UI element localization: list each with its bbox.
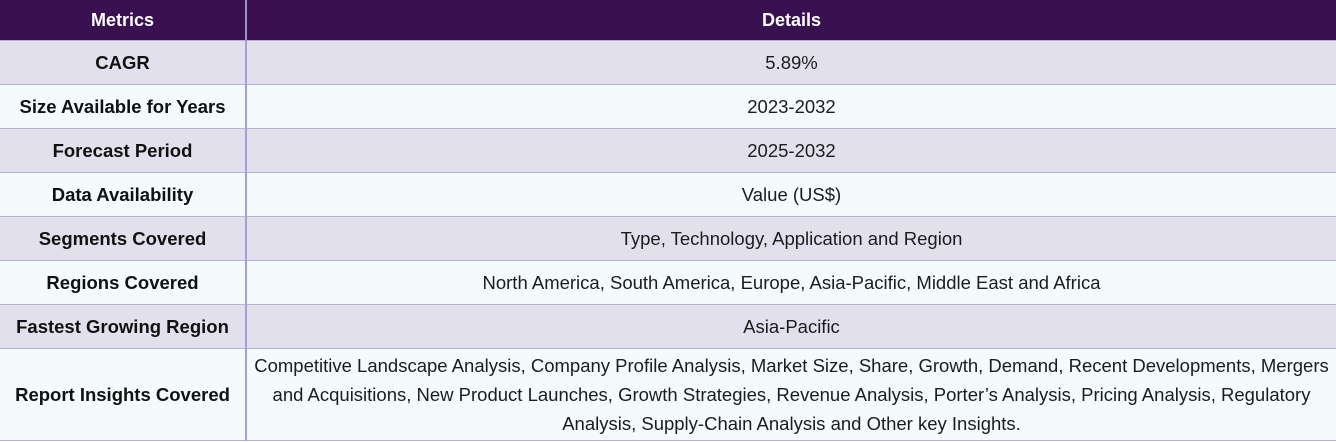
details-cell: Asia-Pacific bbox=[246, 304, 1336, 349]
table-header-row: Metrics Details bbox=[0, 0, 1336, 41]
details-cell: Type, Technology, Application and Region bbox=[246, 216, 1336, 261]
table-row: Data Availability Value (US$) bbox=[0, 172, 1336, 217]
metric-cell: Report Insights Covered bbox=[0, 348, 247, 441]
table-row: Report Insights Covered Competitive Land… bbox=[0, 348, 1336, 441]
metric-cell: CAGR bbox=[0, 40, 247, 85]
details-cell: 2023-2032 bbox=[246, 84, 1336, 129]
metric-cell: Segments Covered bbox=[0, 216, 247, 261]
metric-cell: Forecast Period bbox=[0, 128, 247, 173]
details-cell: North America, South America, Europe, As… bbox=[246, 260, 1336, 305]
details-cell: 5.89% bbox=[246, 40, 1336, 85]
metric-cell: Size Available for Years bbox=[0, 84, 247, 129]
details-cell: Value (US$) bbox=[246, 172, 1336, 217]
header-metrics: Metrics bbox=[0, 0, 247, 41]
metric-cell: Data Availability bbox=[0, 172, 247, 217]
table-row: Segments Covered Type, Technology, Appli… bbox=[0, 216, 1336, 261]
table-row: Size Available for Years 2023-2032 bbox=[0, 84, 1336, 129]
metric-cell: Fastest Growing Region bbox=[0, 304, 247, 349]
table-row: CAGR 5.89% bbox=[0, 40, 1336, 85]
details-cell: Competitive Landscape Analysis, Company … bbox=[246, 348, 1336, 441]
table-row: Regions Covered North America, South Ame… bbox=[0, 260, 1336, 305]
details-cell: 2025-2032 bbox=[246, 128, 1336, 173]
table-row: Forecast Period 2025-2032 bbox=[0, 128, 1336, 173]
table-row: Fastest Growing Region Asia-Pacific bbox=[0, 304, 1336, 349]
header-details: Details bbox=[246, 0, 1336, 41]
metric-cell: Regions Covered bbox=[0, 260, 247, 305]
